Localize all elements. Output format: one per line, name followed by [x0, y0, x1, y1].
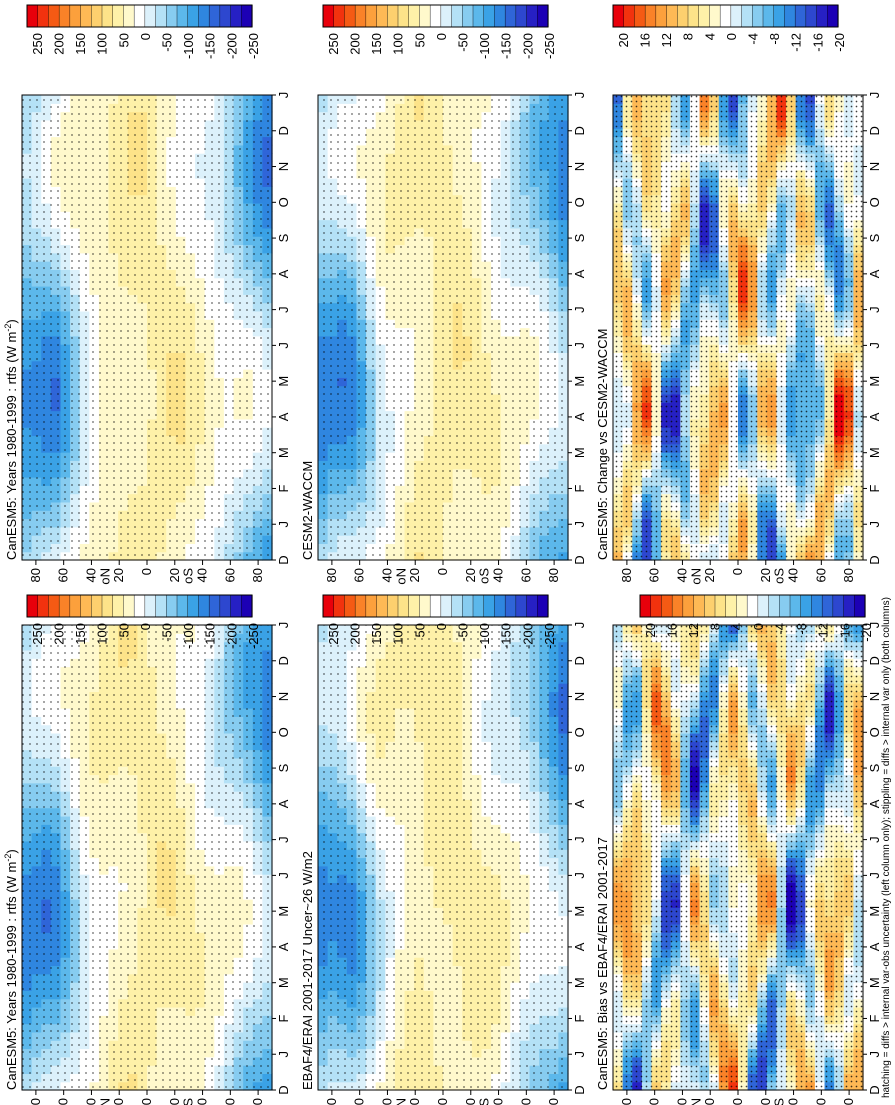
month-label: J — [276, 92, 291, 99]
lat-tick-label: 40 — [195, 1098, 210, 1105]
month-label: J — [276, 836, 291, 843]
hemisphere-label: oS — [477, 1098, 492, 1105]
month-label: M — [572, 906, 587, 917]
month-label: J — [276, 622, 291, 629]
lat-tick-label: 60 — [222, 568, 237, 582]
lat-tick-label: 20 — [167, 568, 182, 582]
hemisphere-label: oN — [97, 1098, 112, 1105]
panel-title: CanESM5: Years 1980-1999 : rtfs (W m-2) — [3, 849, 19, 1090]
month-label: J — [276, 1051, 291, 1058]
lat-tick-label: 80 — [28, 568, 43, 582]
lat-tick-label: 80 — [324, 1098, 339, 1105]
title-close: ) — [4, 849, 19, 853]
month-label: O — [276, 197, 291, 207]
lat-tick-label: 20 — [111, 568, 126, 582]
lat-tick-label: 60 — [56, 568, 71, 582]
title-close: ) — [4, 319, 19, 323]
month-label: D — [276, 555, 291, 564]
lat-tick-label: 80 — [250, 1098, 265, 1105]
panel-canesm5-abs-left: 80 60 40 20 0 20 40 60 80 oN oS D J F M A M J J A S O N D J CanES… — [3, 622, 291, 1105]
lat-tick-label: 40 — [83, 568, 98, 582]
month-label: F — [276, 1014, 291, 1022]
month-label: J — [572, 1051, 587, 1058]
title-units-sup: -2 — [3, 854, 13, 862]
month-label: A — [276, 412, 291, 421]
lat-tick-label: 60 — [518, 1098, 533, 1105]
lat-tick-label: 20 — [111, 1098, 126, 1105]
month-label: J — [276, 342, 291, 349]
lat-tick-label: 60 — [352, 1098, 367, 1105]
month-label: M — [276, 906, 291, 917]
hemisphere-label: oS — [181, 568, 196, 584]
lat-tick-label: 40 — [379, 1098, 394, 1105]
lat-tick-label: 40 — [491, 1098, 506, 1105]
lat-tick-label: 80 — [28, 1098, 43, 1105]
month-label: D — [276, 126, 291, 135]
month-label: D — [572, 1085, 587, 1094]
month-label: M — [276, 977, 291, 988]
panel-title: CanESM5: Years 1980-1999 : rtfs (W m-2) — [3, 319, 19, 560]
month-label: D — [572, 656, 587, 665]
stippling — [22, 95, 272, 560]
month-label: N — [276, 692, 291, 701]
lat-tick-label: 0 — [139, 568, 154, 575]
lat-tick-label: 40 — [83, 1098, 98, 1105]
month-label: S — [276, 233, 291, 242]
month-label: M — [276, 376, 291, 387]
lat-tick-label: 20 — [167, 1098, 182, 1105]
lat-tick-label: 60 — [222, 1098, 237, 1105]
month-label: J — [276, 521, 291, 528]
month-label: S — [276, 763, 291, 772]
month-label: N — [276, 162, 291, 171]
month-label: J — [276, 306, 291, 313]
month-label: M — [276, 447, 291, 458]
month-label: M — [572, 977, 587, 988]
month-label: O — [276, 727, 291, 737]
month-label: N — [572, 692, 587, 701]
month-label: O — [572, 727, 587, 737]
lat-tick-label: 20 — [463, 1098, 478, 1105]
month-label: A — [276, 799, 291, 808]
lat-tick-label: 40 — [195, 568, 210, 582]
hemisphere-label: oN — [97, 568, 112, 585]
panel-canesm5-abs-right: 80 60 40 20 0 20 40 60 80 oN oS D J F M A M J J A S O N D J CanES… — [3, 92, 291, 585]
panels-layer: 80 60 40 20 0 20 40 60 80 oN oS D J F M A M J J A S O N D J CanES… — [3, 92, 882, 1105]
lat-tick-label: 0 — [139, 1098, 154, 1105]
month-label: S — [572, 763, 587, 772]
month-label: F — [276, 484, 291, 492]
month-label: J — [276, 872, 291, 879]
month-label: A — [572, 942, 587, 951]
month-label: J — [572, 836, 587, 843]
month-label: F — [572, 1014, 587, 1022]
title-units-sup: -2 — [3, 324, 13, 332]
month-label: D — [276, 656, 291, 665]
lat-tick-label: 80 — [250, 568, 265, 582]
panel-title: EBAF4/ERAI 2001-2017 Uncer~26 W/m2 — [300, 851, 315, 1090]
lat-tick-label: 20 — [407, 1098, 422, 1105]
month-label: J — [572, 622, 587, 629]
panel-ebaf4-obs: 80 60 40 20 0 20 40 60 80 oN oS D J F M A M J J A S O N D J EBAF4… — [300, 622, 587, 1105]
month-label: J — [572, 872, 587, 879]
month-label: D — [276, 1085, 291, 1094]
month-label: A — [276, 942, 291, 951]
hemisphere-label: oN — [393, 1098, 408, 1105]
lat-tick-label: 80 — [546, 1098, 561, 1105]
month-label: A — [572, 799, 587, 808]
stippling — [22, 625, 272, 1090]
lat-tick-label: 60 — [56, 1098, 71, 1105]
hemisphere-label: oS — [181, 1098, 196, 1105]
lat-tick-label: 0 — [435, 1098, 450, 1105]
stippling — [318, 625, 568, 1090]
month-label: A — [276, 269, 291, 278]
